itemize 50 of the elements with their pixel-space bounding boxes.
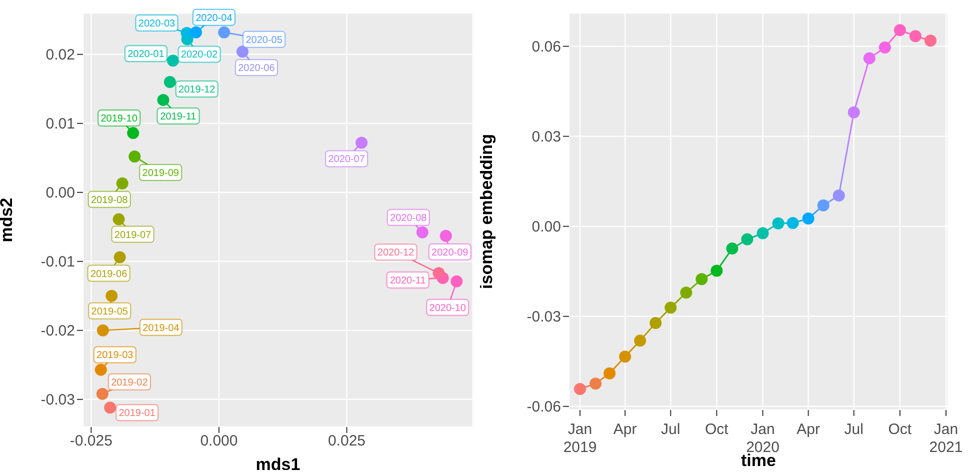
annotation: 2020-06 xyxy=(238,63,276,74)
annotation: 2020-08 xyxy=(390,212,428,224)
annotation: 2019-09 xyxy=(142,168,180,180)
annotation: 2020-11 xyxy=(390,275,426,286)
y-tick-label: -0.03 xyxy=(40,392,75,409)
annotation: 2020-12 xyxy=(377,248,415,259)
x-tick-label: Jul xyxy=(661,421,680,438)
y-tick-label: 0.02 xyxy=(46,46,75,64)
annotation: 2019-02 xyxy=(111,377,148,388)
x-tick-label: Jul xyxy=(844,421,864,438)
y-axis-title: mds2 xyxy=(0,198,16,242)
annotation: 2020-07 xyxy=(328,154,366,166)
annotation: 2020-10 xyxy=(429,302,466,314)
y-tick-label: -0.06 xyxy=(526,398,561,416)
y-tick-label: 0.01 xyxy=(46,116,75,133)
annotation: 2019-07 xyxy=(114,230,152,241)
x-tick-label: Jan 2019 xyxy=(563,421,597,456)
annotation: 2019-04 xyxy=(142,322,180,334)
x-tick-label: Apr xyxy=(796,421,820,438)
annotation: 2019-12 xyxy=(178,84,216,96)
x-tick-label: 0.025 xyxy=(328,432,366,450)
annotation: 2019-01 xyxy=(118,408,156,420)
y-tick-label: 0.03 xyxy=(532,128,561,146)
annotation: 2019-05 xyxy=(91,306,128,318)
x-tick-label: Oct xyxy=(705,421,730,438)
annotation: 2020-04 xyxy=(196,12,233,24)
y-tick-label: -0.01 xyxy=(40,254,75,271)
y-tick-label: 0.00 xyxy=(532,218,561,236)
annotation: 2020-09 xyxy=(432,247,469,258)
y-axis-title: isomap embedding xyxy=(477,134,496,289)
annotation: 2020-02 xyxy=(180,50,218,61)
y-tick-label: 0.06 xyxy=(532,38,561,56)
x-tick-label: 0.000 xyxy=(200,432,238,450)
annotation: 2020-05 xyxy=(246,34,283,46)
x-axis-title: mds1 xyxy=(256,455,300,472)
annotation: 2019-03 xyxy=(96,350,134,362)
annotation: 2019-10 xyxy=(100,114,138,125)
x-tick-label: -0.025 xyxy=(70,432,112,450)
y-tick-label: 0.00 xyxy=(46,184,75,202)
annotation: 2019-08 xyxy=(91,194,128,206)
x-tick-label: Oct xyxy=(888,421,912,438)
x-axis-title: time xyxy=(741,451,776,470)
x-tick-label: Jan 2021 xyxy=(929,421,963,456)
annotation: 2020-03 xyxy=(138,18,176,30)
y-tick-label: -0.02 xyxy=(40,322,75,340)
annotation: 2019-06 xyxy=(90,268,128,280)
annotation: 2020-01 xyxy=(128,49,165,60)
x-tick-label: Apr xyxy=(613,421,637,438)
annotation: 2019-11 xyxy=(160,111,197,122)
y-tick-label: -0.03 xyxy=(526,308,561,326)
